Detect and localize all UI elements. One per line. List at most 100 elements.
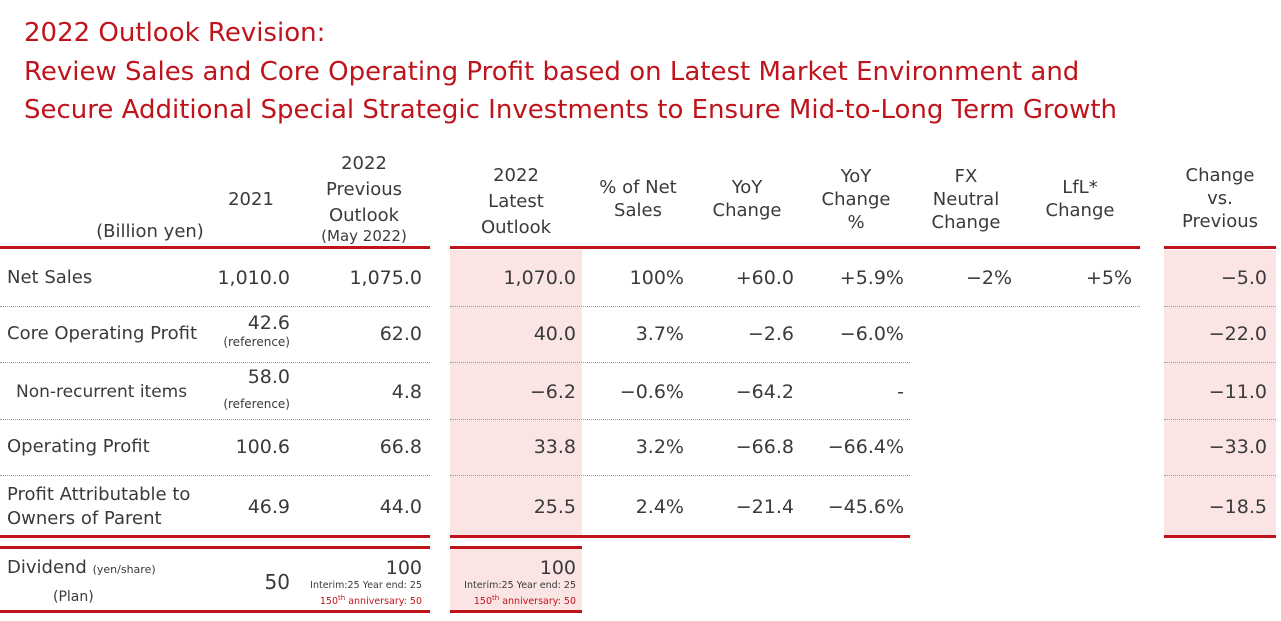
header-prev-line: (May 2022) — [321, 227, 407, 245]
cell-yoy-pct: −66.4% — [827, 436, 904, 458]
anniv-text: anniversary: 50 — [499, 596, 576, 608]
dividend-2021: 50 — [264, 570, 290, 594]
cell-yoy-pct: - — [897, 381, 904, 403]
cell-previous: 62.0 — [379, 323, 422, 345]
header-prev-line: Outlook — [328, 205, 400, 226]
row-label: Operating Profit — [7, 436, 150, 457]
cell-2021: 1,010.0 — [217, 267, 290, 289]
dividend-label-text: Dividend — [7, 557, 87, 578]
header-fx-line: Change — [931, 212, 1001, 233]
body-rule-left — [0, 535, 430, 538]
slide-title-line-2: Review Sales and Core Operating Profit b… — [24, 57, 1080, 87]
unit-label: (Billion yen) — [96, 221, 204, 242]
dividend-previous-note: Interim:25 Year end: 25 — [310, 580, 422, 591]
dividend-rule-top-middle — [450, 546, 582, 549]
header-rule-middle — [450, 246, 1140, 249]
cell-previous: 44.0 — [379, 496, 422, 518]
dividend-rule-bottom-left — [0, 610, 430, 613]
header-yoy-line: YoY — [731, 177, 763, 198]
cell-pct-net-sales: 3.7% — [635, 323, 684, 345]
header-lfl-change: LfL* Change — [1030, 176, 1130, 222]
cell-latest: 33.8 — [533, 436, 576, 458]
header-yoypct-line: Change — [821, 189, 891, 210]
cell-change-vs-prev: −11.0 — [1208, 381, 1267, 403]
cell-2021: 58.0 — [247, 366, 290, 388]
cell-pct-net-sales: 3.2% — [635, 436, 684, 458]
cell-2021: 100.6 — [235, 436, 290, 458]
dividend-latest-anniversary: 150th anniversary: 50 — [452, 592, 576, 608]
row-label: Profit Attributable to — [7, 484, 191, 505]
cell-previous: 1,075.0 — [349, 267, 422, 289]
cell-yoy-pct: −6.0% — [839, 323, 904, 345]
header-yoy-change: YoY Change — [698, 176, 796, 222]
cell-change-vs-prev: −5.0 — [1220, 267, 1267, 289]
cell-yoy: −64.2 — [735, 381, 794, 403]
row-label: Non-recurrent items — [16, 382, 188, 402]
header-rule-right — [1164, 246, 1276, 249]
header-2021-text: 2021 — [228, 189, 274, 210]
cell-2021: 42.6 — [247, 312, 290, 334]
header-previous-outlook: 2022 Previous Outlook (May 2022) — [300, 152, 428, 245]
row-separator — [0, 475, 430, 476]
dividend-rule-top-left — [0, 546, 430, 549]
header-prev-line: 2022 — [341, 153, 387, 174]
dividend-previous-anniversary: 150th anniversary: 50 — [300, 592, 422, 608]
cell-change-vs-prev: −22.0 — [1208, 323, 1267, 345]
dividend-rule-bottom-middle — [450, 610, 582, 613]
cell-yoy: −2.6 — [747, 323, 794, 345]
row-separator — [1164, 362, 1276, 363]
cell-2021-note: (reference) — [223, 397, 290, 411]
cell-change-vs-prev: −18.5 — [1208, 496, 1267, 518]
header-yoy-line: Change — [712, 200, 782, 221]
cell-latest: 25.5 — [533, 496, 576, 518]
row-separator — [1164, 475, 1276, 476]
dividend-label: Dividend (yen/share) — [7, 556, 156, 582]
row-label: Net Sales — [7, 267, 93, 288]
latest-dividend-shade — [450, 549, 582, 611]
header-change-vs-previous: Change vs. Previous — [1164, 164, 1276, 233]
anniv-text: anniversary: 50 — [345, 596, 422, 608]
cell-latest: 40.0 — [533, 323, 576, 345]
header-chg-line: vs. — [1207, 188, 1233, 209]
header-2021: 2021 — [215, 188, 287, 211]
header-latest-line: Latest — [488, 191, 544, 212]
row-separator — [450, 362, 910, 363]
dividend-previous: 100 — [385, 557, 422, 579]
header-pct-line: % of Net — [599, 177, 677, 198]
row-label: Core Operating Profit — [7, 323, 198, 344]
cell-pct-net-sales: −0.6% — [619, 381, 684, 403]
header-latest-line: 2022 — [493, 165, 539, 186]
header-pct-net-sales: % of Net Sales — [588, 176, 688, 222]
header-latest-line: Outlook — [480, 217, 552, 238]
row-separator — [450, 475, 910, 476]
cell-yoy: −66.8 — [735, 436, 794, 458]
header-yoy-change-pct: YoY Change % — [808, 165, 904, 234]
cell-previous: 66.8 — [379, 436, 422, 458]
slide-title-line-3: Secure Additional Special Strategic Inve… — [24, 95, 1118, 125]
cell-lfl: +5% — [1085, 267, 1132, 289]
cell-2021: 46.9 — [247, 496, 290, 518]
cell-change-vs-prev: −33.0 — [1208, 436, 1267, 458]
dividend-latest-note: Interim:25 Year end: 25 — [464, 580, 576, 591]
row-separator — [1164, 419, 1276, 420]
cell-fx-neutral: −2% — [965, 267, 1012, 289]
body-rule-right — [1164, 535, 1276, 538]
cell-pct-net-sales: 2.4% — [635, 496, 684, 518]
header-latest-outlook: 2022 Latest Outlook — [456, 164, 576, 239]
cell-yoy-pct: −45.6% — [827, 496, 904, 518]
body-rule-middle — [450, 535, 910, 538]
anniv-num: 150 — [473, 596, 492, 608]
row-separator — [1164, 306, 1276, 307]
header-chg-line: Previous — [1181, 211, 1259, 232]
row-separator — [0, 362, 430, 363]
header-fx-neutral: FX Neutral Change — [918, 165, 1014, 234]
header-lfl-line: LfL* — [1062, 177, 1098, 198]
cell-yoy-pct: +5.9% — [839, 267, 904, 289]
cell-pct-net-sales: 100% — [629, 267, 684, 289]
header-yoypct-line: YoY — [840, 166, 872, 187]
row-separator — [450, 306, 1140, 307]
cell-yoy: −21.4 — [735, 496, 794, 518]
header-chg-line: Change — [1185, 165, 1255, 186]
dividend-plan: (Plan) — [53, 589, 94, 605]
header-rule-left — [0, 246, 430, 249]
